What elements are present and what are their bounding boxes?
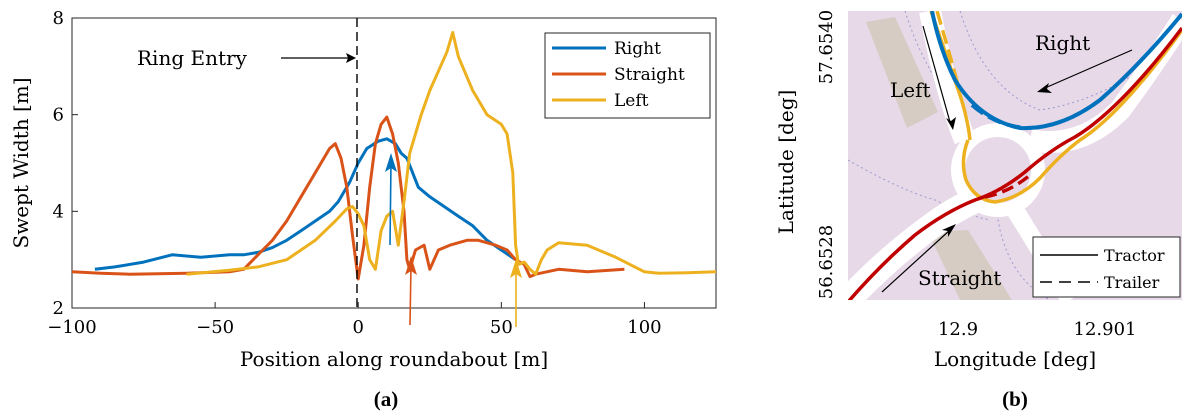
road-east [1027, 14, 1182, 153]
map-area: Right Left Straight Tractor Trailer [848, 11, 1182, 300]
panel-label-b: (b) [1002, 387, 1028, 411]
y-axis-label-a: Swept Width [m] [9, 77, 33, 248]
straight-trailer [984, 173, 1032, 199]
legend-a: Right Straight Left [544, 32, 711, 119]
map-label-straight: Straight [918, 266, 1001, 290]
x-axis-label-a: Position along roundabout [m] [240, 347, 548, 371]
ring-entry-arrowhead [346, 53, 356, 63]
legend-b: Tractor Trailer [1032, 236, 1181, 298]
lon-tick-2: 12.901 [1074, 319, 1137, 340]
series-line-straight [71, 115, 625, 281]
y-tick-label: 4 [53, 201, 64, 222]
panel-b-map: Right Left Straight Tractor Trailer 12.9… [774, 10, 1182, 411]
series-line-right [94, 137, 517, 271]
y-tick-label: 2 [53, 298, 64, 319]
panel-a-chart: −100 −50 0 50 100 2 4 6 8 Ring Entry Right Strai… [9, 8, 717, 411]
right-arrow [389, 161, 392, 246]
left-tractor-2 [961, 28, 1182, 204]
y-tick-label: 8 [53, 8, 64, 29]
legend-tractor-label: Tractor [1104, 246, 1165, 265]
panel-label-a: (a) [374, 387, 399, 411]
map-label-left: Left [890, 78, 931, 102]
series-line-left [186, 31, 717, 276]
x-tick-label: −100 [47, 317, 96, 338]
straight-annotation-arrow [881, 229, 951, 293]
left-annotation-arrow [922, 25, 951, 123]
left-arrowhead [510, 259, 522, 278]
x-tick-label: 50 [490, 317, 513, 338]
map-label-right: Right [1035, 31, 1090, 55]
right-annotation-arrow [1044, 49, 1133, 89]
ring-entry-label: Ring Entry [137, 46, 248, 70]
building-2 [928, 230, 1012, 300]
y-tick-label: 6 [53, 105, 64, 126]
legend-trailer-label: Trailer [1104, 273, 1160, 292]
legend-left-label: Left [614, 91, 649, 111]
right-trailer [970, 103, 1026, 130]
straight-arrowhead [405, 256, 417, 275]
roundabout [951, 123, 1045, 217]
x-tick-label: 100 [627, 317, 661, 338]
x-tick-label: 0 [352, 317, 363, 338]
x-tick-label: −50 [196, 317, 234, 338]
right-arrowhead [385, 153, 397, 172]
legend-straight-label: Straight [614, 65, 685, 85]
straight-arrow [409, 264, 412, 326]
lat-tick-1: 56.6528 [816, 225, 837, 299]
road-north [919, 11, 976, 145]
y-axis-label-b: Latitude [deg] [774, 90, 798, 235]
lat-tick-2: 57.6540 [816, 10, 837, 84]
straight-tractor [848, 26, 1182, 300]
building-1 [866, 17, 938, 128]
legend-right-label: Right [614, 39, 661, 59]
lon-tick-1: 12.9 [938, 319, 978, 340]
x-axis-label-b: Longitude [deg] [934, 347, 1096, 371]
